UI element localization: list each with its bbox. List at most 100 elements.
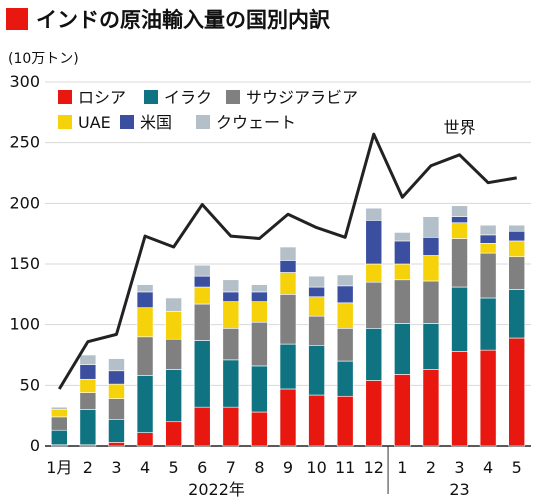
bar-segment-3-11 (365, 263, 383, 283)
gridlines (45, 81, 531, 447)
bar-segment-1-14 (451, 286, 468, 352)
bar-segment-5-5 (193, 264, 211, 277)
bar-segment-1-4 (165, 369, 182, 423)
y-tick-label: 100 (9, 315, 40, 334)
legend-label-3: UAE (78, 113, 111, 132)
legend-label-4: 米国 (140, 113, 172, 132)
legend-label-2: サウジアラビア (246, 88, 358, 107)
y-tick-label: 200 (9, 193, 40, 212)
bar-segment-0-9 (308, 394, 325, 447)
bar-segment-0-13 (422, 369, 440, 447)
bar-segment-2-1 (79, 392, 97, 410)
bar-segment-5-13 (422, 216, 440, 238)
bar-segment-1-7 (251, 365, 268, 413)
legend-swatch-1 (144, 90, 158, 104)
bar-segment-4-13 (422, 237, 440, 256)
bar-segment-2-2 (108, 398, 125, 420)
legend-label-0: ロシア (78, 88, 126, 107)
bar-segment-3-6 (222, 301, 240, 329)
bar-segment-1-5 (193, 340, 211, 408)
bar-segment-1-11 (365, 328, 383, 381)
bar-segment-1-3 (136, 375, 154, 433)
x-tick-label: 4 (140, 458, 150, 477)
bar-segment-5-11 (365, 207, 383, 221)
y-axis-unit-label: (10万トン) (8, 51, 79, 67)
bar-segment-1-16 (508, 289, 526, 339)
bar-segment-0-11 (365, 380, 383, 447)
bar-segment-2-0 (50, 416, 68, 431)
bar-segment-2-4 (165, 338, 182, 370)
x-tick-label: 1 (397, 458, 407, 477)
title-marker-square (6, 8, 28, 30)
bar-segment-3-13 (422, 255, 440, 282)
bar-segment-0-7 (251, 411, 268, 447)
bar-segment-0-14 (451, 351, 468, 447)
bar-segment-4-2 (108, 370, 125, 385)
bar-segment-4-12 (394, 240, 411, 265)
bar-segment-2-13 (422, 280, 440, 324)
bar-segment-1-6 (222, 359, 240, 408)
x-tick-label: 3 (111, 458, 121, 477)
bar-segment-4-16 (508, 230, 526, 242)
chart-title: インドの原油輸入量の国別内訳 (36, 8, 331, 32)
bar-segment-5-3 (136, 284, 154, 293)
bar-segment-2-16 (508, 256, 526, 290)
bar-segment-3-10 (336, 302, 354, 329)
bar-segment-5-14 (451, 205, 468, 217)
bar-segment-4-1 (79, 364, 97, 380)
bar-segment-2-14 (451, 238, 468, 288)
x-tick-label: 3 (454, 458, 464, 477)
bar-segment-1-13 (422, 323, 440, 370)
bar-segment-2-7 (251, 321, 268, 367)
line-label-world: 世界 (444, 118, 476, 137)
x-tick-label: 1月 (46, 458, 72, 477)
legend-swatch-4 (120, 115, 134, 129)
bar-segment-3-5 (193, 286, 211, 305)
bar-segment-5-2 (108, 358, 125, 372)
x-tick-label: 5 (169, 458, 179, 477)
y-tick-label: 0 (30, 436, 40, 455)
bar-segment-5-15 (479, 224, 497, 236)
bar-segment-0-15 (479, 349, 497, 447)
bar-segment-4-9 (308, 286, 325, 298)
bar-segment-5-0 (50, 406, 68, 410)
legend-swatch-5 (196, 115, 210, 129)
x-tick-label: 2 (83, 458, 93, 477)
bar-segment-4-3 (136, 291, 154, 308)
x-tick-label: 10 (306, 458, 326, 477)
bar-segment-0-16 (508, 337, 526, 447)
legend-label-5: クウェート (216, 113, 296, 132)
y-tick-label: 250 (9, 133, 40, 152)
y-tick-label: 300 (9, 72, 40, 91)
bar-segment-5-1 (79, 354, 97, 366)
bar-segment-0-10 (336, 395, 354, 447)
legend-label-1: イラク (164, 88, 212, 107)
bar-segment-1-2 (108, 419, 125, 443)
world-total-line: 世界 (58, 118, 517, 390)
bar-segment-3-4 (165, 311, 182, 340)
bar-segment-2-15 (479, 252, 497, 299)
bar-segment-0-4 (165, 421, 182, 447)
bar-segment-3-14 (451, 222, 468, 239)
stacked-bars (50, 205, 526, 447)
bar-segment-3-9 (308, 296, 325, 317)
bar-segment-4-10 (336, 285, 354, 304)
bar-segment-5-16 (508, 224, 526, 232)
bar-segment-0-2 (108, 442, 125, 447)
bar-segment-2-5 (193, 303, 211, 341)
bar-segment-4-15 (479, 234, 497, 244)
bar-segment-4-8 (279, 260, 297, 273)
bar-segment-3-15 (479, 243, 497, 254)
x-tick-label: 2 (426, 458, 436, 477)
bar-segment-4-6 (222, 291, 240, 302)
legend-swatch-0 (58, 90, 72, 104)
bar-segment-0-6 (222, 406, 240, 447)
bar-segment-5-6 (222, 279, 240, 293)
bar-segment-4-5 (193, 275, 211, 288)
bar-segment-5-7 (251, 284, 268, 293)
bar-segment-1-0 (50, 429, 68, 446)
bar-segment-5-8 (279, 246, 297, 261)
bar-segment-0-12 (394, 374, 411, 447)
bar-segment-1-8 (279, 343, 297, 390)
